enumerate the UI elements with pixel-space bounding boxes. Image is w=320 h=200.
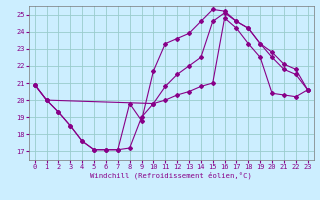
X-axis label: Windchill (Refroidissement éolien,°C): Windchill (Refroidissement éolien,°C) [90,172,252,179]
